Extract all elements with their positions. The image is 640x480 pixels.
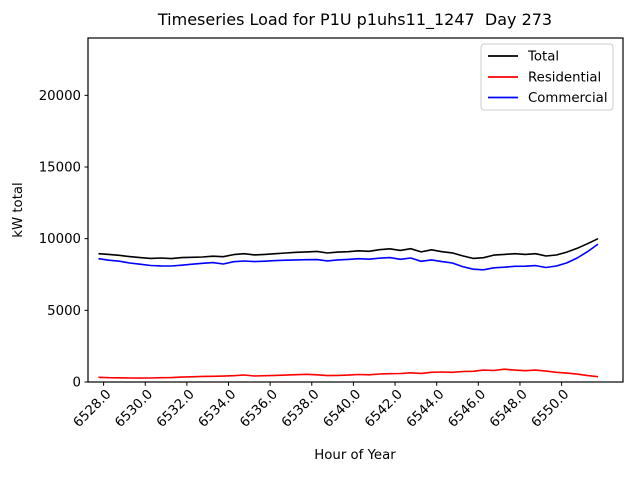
x-tick-label: 6550.0 (529, 387, 573, 431)
legend-box (480, 43, 614, 111)
plot-area (87, 37, 624, 383)
x-tick-label: 6532.0 (154, 387, 198, 431)
y-tick-label: 10000 (39, 232, 81, 247)
x-tick-label: 6530.0 (113, 387, 157, 431)
x-tick-label: 6538.0 (279, 387, 323, 431)
x-tick-label: 6528.0 (71, 387, 115, 431)
legend-label-commercial: Commercial (528, 91, 608, 106)
x-tick-label: 6546.0 (446, 387, 490, 431)
line-total (98, 237, 599, 260)
x-tick-label: 6540.0 (321, 387, 365, 431)
x-tick-label: 6542.0 (362, 387, 406, 431)
x-axis-label: Hour of Year (314, 448, 396, 463)
x-axis-ticks: 6528.06530.06532.06534.06536.06538.06540… (71, 382, 572, 431)
series-lines (98, 237, 599, 379)
y-tick-label: 15000 (39, 161, 81, 176)
y-tick-label: 20000 (39, 89, 81, 104)
line-commercial (98, 243, 599, 271)
legend-label-total: Total (527, 50, 559, 65)
chart-title: Timeseries Load for P1U p1uhs11_1247 Day… (157, 10, 552, 30)
y-axis-label: kW total (11, 182, 26, 237)
x-tick-label: 6548.0 (487, 387, 531, 431)
y-axis-ticks: 0 5000 10000 15000 20000 (39, 89, 88, 391)
x-tick-label: 6544.0 (404, 387, 448, 431)
y-tick-label: 5000 (47, 304, 81, 319)
legend-label-residential: Residential (528, 71, 601, 86)
x-tick-label: 6536.0 (237, 387, 281, 431)
line-residential (98, 368, 599, 379)
legend: Total Residential Commercial (480, 43, 614, 111)
x-tick-label: 6534.0 (196, 387, 240, 431)
y-tick-label: 0 (73, 376, 81, 391)
